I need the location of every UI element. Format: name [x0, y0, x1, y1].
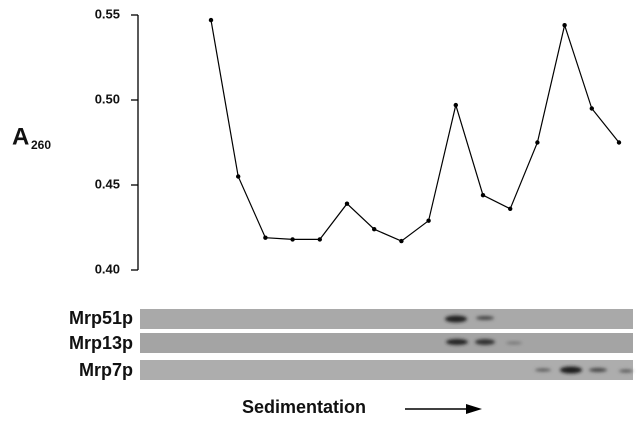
band [535, 369, 551, 372]
data-point [481, 193, 485, 197]
blot-strip [140, 360, 633, 380]
band [506, 342, 522, 345]
band [446, 339, 468, 345]
band [619, 370, 633, 373]
x-axis-label: Sedimentation [242, 397, 366, 417]
band [445, 316, 467, 323]
data-point [236, 174, 240, 178]
data-point [454, 103, 458, 107]
data-point [263, 236, 267, 240]
data-point [590, 106, 594, 110]
blot-label: Mrp51p [69, 308, 133, 328]
y-axis-label-subscript: 260 [31, 138, 51, 152]
data-point [290, 237, 294, 241]
blot-label: Mrp13p [69, 333, 133, 353]
data-point [535, 140, 539, 144]
data-point [318, 237, 322, 241]
data-point [209, 18, 213, 22]
arrow [405, 404, 482, 414]
data-point [345, 202, 349, 206]
blot-strip [140, 309, 633, 329]
blot-strips [140, 309, 633, 380]
band [560, 367, 582, 374]
y-axis-label: A [12, 123, 29, 150]
band [475, 339, 495, 345]
band [476, 316, 494, 320]
data-point [399, 239, 403, 243]
y-tick-label: 0.40 [95, 261, 120, 276]
y-tick-label: 0.55 [95, 6, 120, 21]
y-tick-label: 0.45 [95, 176, 120, 191]
data-point [617, 140, 621, 144]
blot-label: Mrp7p [79, 360, 133, 380]
data-point [562, 23, 566, 27]
blot-strip [140, 333, 633, 353]
data-point [372, 227, 376, 231]
data-line [211, 20, 619, 241]
y-tick-label: 0.50 [95, 91, 120, 106]
figure: A 260 Mrp51p Mrp13p Mrp7p Sedimentation … [0, 0, 638, 421]
band [589, 368, 607, 372]
data-point [508, 207, 512, 211]
data-point [426, 219, 430, 223]
